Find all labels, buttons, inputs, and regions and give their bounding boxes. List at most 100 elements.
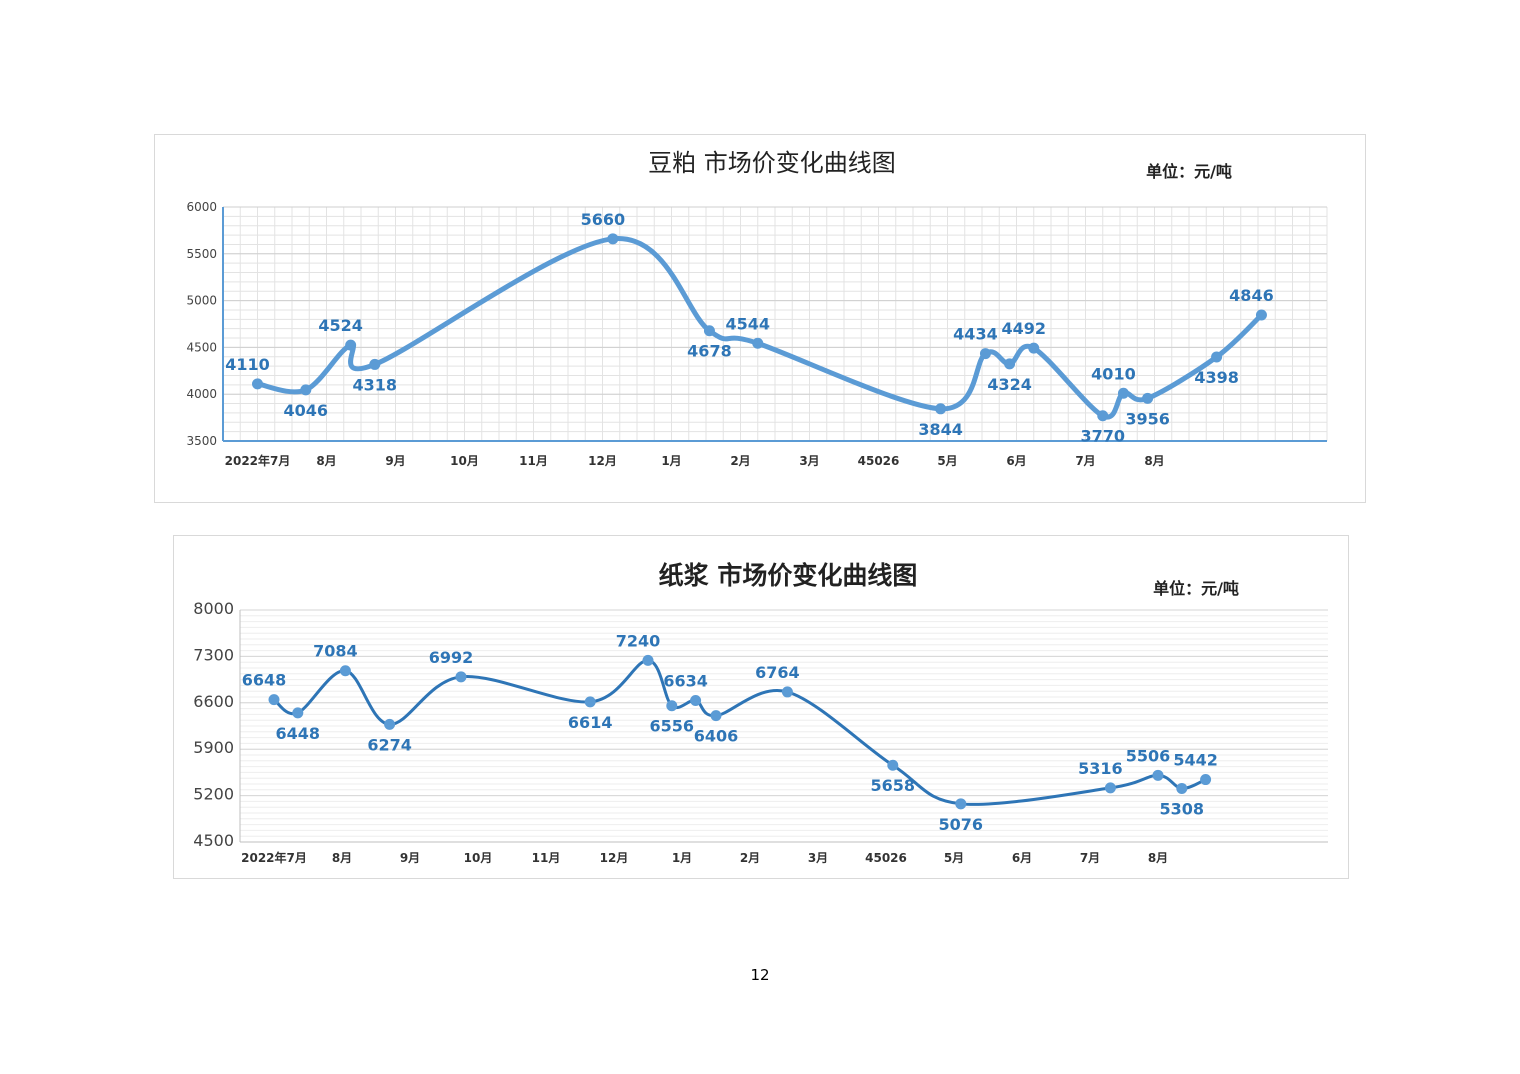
data-label: 4524: [318, 316, 363, 335]
data-label: 4324: [987, 375, 1032, 394]
x-tick-label: 3月: [799, 454, 819, 468]
data-label: 6614: [568, 713, 613, 732]
x-tick-label: 8月: [1144, 454, 1164, 468]
data-point: [1200, 774, 1212, 786]
y-tick-label: 5200: [193, 785, 234, 804]
y-tick-label: 4000: [186, 387, 217, 401]
data-point: [752, 337, 764, 349]
data-label: 4846: [1229, 286, 1274, 305]
chart-unit: 单位：元/吨: [1146, 162, 1232, 181]
x-tick-label: 2022年7月: [225, 453, 291, 468]
x-tick-label: 8月: [1148, 851, 1168, 865]
data-point: [642, 654, 654, 666]
y-tick-label: 7300: [193, 645, 234, 664]
x-tick-label: 12月: [588, 454, 617, 468]
data-label: 7084: [313, 642, 358, 661]
x-tick-label: 7月: [1075, 454, 1095, 468]
x-tick-label: 2022年7月: [241, 850, 307, 865]
data-label: 3770: [1080, 427, 1125, 446]
page-number: 12: [750, 966, 770, 984]
data-label: 6634: [663, 672, 708, 691]
data-point: [1176, 782, 1188, 794]
data-label: 4046: [284, 401, 329, 420]
data-point: [584, 696, 596, 708]
data-point: [339, 665, 351, 677]
data-label: 5658: [871, 776, 916, 795]
x-tick-label: 10月: [464, 851, 493, 865]
data-label: 6448: [276, 724, 321, 743]
data-label: 5442: [1173, 751, 1218, 770]
x-tick-label: 12月: [600, 851, 629, 865]
y-tick-label: 4500: [193, 831, 234, 850]
data-label: 4318: [353, 375, 398, 394]
plot-area: 4110 4046 4524 4318 5660 4678 4544 3844 4434 4324…: [225, 210, 1273, 446]
x-tick-label: 8月: [332, 851, 352, 865]
y-tick-label: 3500: [186, 434, 217, 448]
data-point: [369, 358, 381, 370]
data-point: [955, 798, 967, 810]
x-tick-label: 9月: [385, 454, 405, 468]
x-tick-label: 45026: [858, 454, 900, 468]
data-point: [690, 695, 702, 707]
data-point: [1142, 392, 1154, 404]
y-tick-label: 8000: [193, 599, 234, 618]
x-tick-label: 6月: [1006, 454, 1026, 468]
data-label: 4434: [953, 325, 998, 344]
data-label: 4398: [1194, 368, 1239, 387]
data-point: [345, 339, 357, 351]
x-tick-label: 5月: [937, 454, 957, 468]
chart-unit: 单位：元/吨: [1153, 579, 1239, 598]
data-point: [384, 718, 396, 730]
data-label: 5308: [1160, 799, 1205, 818]
data-label: 6764: [755, 663, 800, 682]
y-tick-label: 6000: [186, 200, 217, 214]
series-line: [272, 658, 1208, 806]
y-tick-label: 5900: [193, 738, 234, 757]
data-label: 4110: [225, 355, 270, 374]
data-label: 4010: [1091, 364, 1136, 383]
data-point: [710, 710, 722, 722]
data-point: [1255, 309, 1267, 321]
data-point: [1004, 358, 1016, 370]
data-label: 6274: [367, 735, 412, 754]
data-point: [292, 707, 304, 719]
data-point: [252, 378, 263, 390]
x-tick-label: 5月: [944, 851, 964, 865]
pulp-chart-panel: 纸浆 市场价变化曲线图 单位：元/吨 4500 5200 5900 6600 7300 8…: [173, 535, 1349, 879]
x-tick-label: 11月: [532, 851, 561, 865]
y-tick-label: 6600: [193, 692, 234, 711]
x-tick-label: 9月: [400, 851, 420, 865]
x-tick-label: 2月: [740, 851, 760, 865]
data-label: 6406: [694, 727, 739, 746]
data-point: [455, 671, 467, 683]
soymeal-chart-panel: 豆粕 市场价变化曲线图 单位：元/吨 3500 4000 4500 5000 5500 6…: [154, 134, 1366, 503]
data-point: [703, 325, 715, 337]
chart-title: 纸浆 市场价变化曲线图: [659, 561, 918, 590]
axes: 3500 4000 4500 5000 5500 6000 2022年7月 8月 9月 10月 11…: [186, 200, 1327, 468]
data-point: [887, 759, 899, 771]
x-tick-label: 45026: [865, 851, 907, 865]
data-label: 3844: [918, 420, 963, 439]
data-label: 5316: [1078, 759, 1123, 778]
x-tick-label: 7月: [1080, 851, 1100, 865]
data-point: [268, 694, 280, 706]
data-point: [935, 403, 947, 415]
data-point: [666, 700, 678, 712]
data-point: [1104, 782, 1116, 794]
data-label: 5506: [1126, 746, 1171, 765]
y-tick-label: 5500: [186, 247, 217, 261]
grid: [222, 206, 1328, 442]
data-point: [1211, 351, 1223, 363]
x-tick-label: 6月: [1012, 851, 1032, 865]
data-label: 3956: [1125, 409, 1170, 428]
plot-area: 6648 6448 7084 6274 6992 6614 7240 6556 6634 6406…: [242, 631, 1218, 833]
data-label: 6992: [429, 648, 474, 667]
x-tick-label: 2月: [730, 454, 750, 468]
data-point: [1117, 387, 1129, 399]
data-point: [300, 384, 312, 396]
data-label: 4544: [725, 314, 770, 333]
data-label: 6648: [242, 671, 287, 690]
chart-title: 豆粕 市场价变化曲线图: [648, 149, 896, 177]
data-label: 7240: [616, 631, 661, 650]
y-tick-label: 5000: [186, 294, 217, 308]
